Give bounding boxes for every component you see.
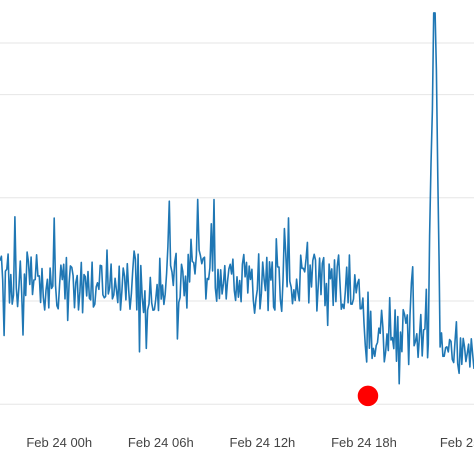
x-tick-label-1: Feb 24 06h	[128, 435, 194, 450]
x-tick-label-3: Feb 24 18h	[331, 435, 397, 450]
chart-markers	[356, 384, 380, 408]
chart-grid	[0, 42, 474, 405]
chart-series	[0, 12, 474, 385]
anomaly-marker-0[interactable]	[356, 384, 380, 408]
x-axis-ticks: Feb 24 00h Feb 24 06h Feb 24 12h Feb 24 18h…	[26, 435, 474, 450]
x-tick-label-2: Feb 24 12h	[230, 435, 296, 450]
x-tick-label-0: Feb 24 00h	[26, 435, 92, 450]
x-tick-label-4: Feb 25 0	[440, 435, 474, 450]
series-line	[0, 12, 474, 385]
